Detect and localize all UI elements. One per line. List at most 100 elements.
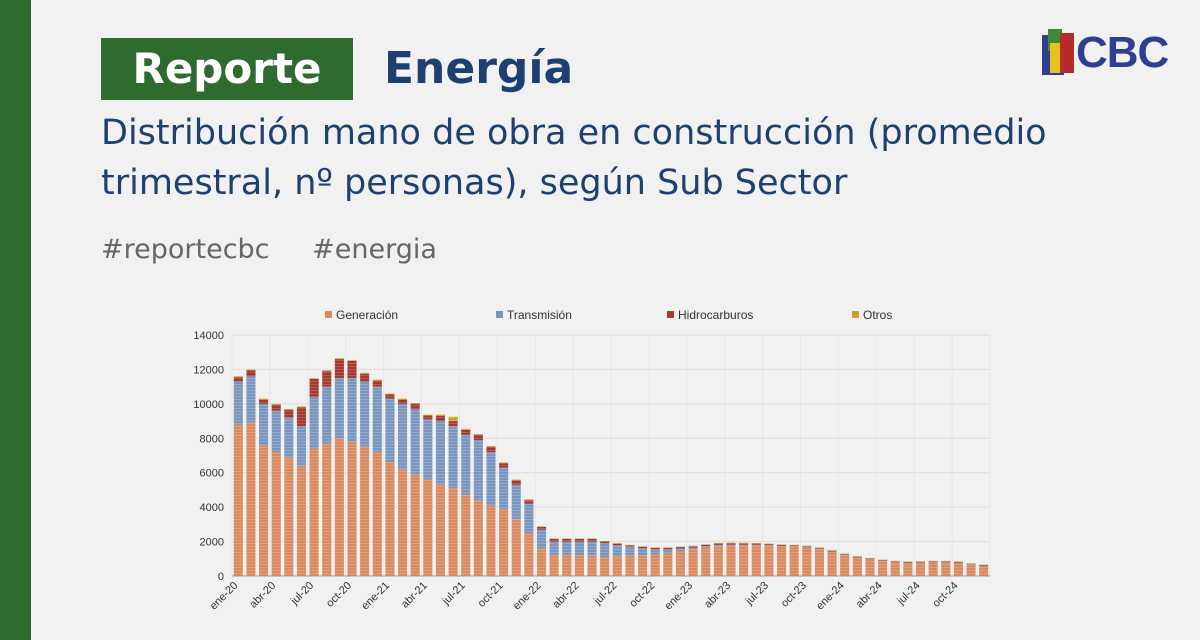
bar-texture	[802, 545, 812, 576]
bar-texture	[625, 544, 635, 576]
bar-texture	[296, 406, 307, 576]
logo-block-red	[1060, 33, 1074, 73]
bar-texture	[663, 547, 673, 576]
x-tick-label: abr-22	[551, 580, 582, 611]
x-tick-label: abr-21	[399, 580, 430, 611]
bar-texture	[499, 462, 509, 576]
cbc-logo-icon	[1042, 29, 1074, 75]
x-tick-label: jul-20	[288, 580, 316, 608]
bar-texture	[953, 561, 963, 576]
hashtag-energia[interactable]: #energia	[312, 234, 437, 265]
bar-texture	[473, 433, 483, 576]
y-tick-label: 0	[218, 571, 224, 583]
y-tick-label: 12000	[193, 364, 224, 376]
x-tick-label: oct-24	[930, 580, 960, 610]
bar-texture	[435, 414, 445, 576]
y-tick-label: 2000	[200, 537, 224, 549]
bar-texture	[764, 543, 774, 576]
y-tick-label: 14000	[193, 330, 224, 342]
y-tick-label: 10000	[193, 399, 224, 411]
bar-texture	[726, 542, 736, 576]
x-tick-label: oct-21	[476, 580, 506, 610]
bar-texture	[928, 560, 938, 576]
x-tick-label: jul-22	[591, 580, 619, 608]
bar-texture	[827, 550, 837, 576]
bar-texture	[536, 526, 547, 576]
legend-swatch-generacion	[325, 311, 332, 318]
bar-texture	[701, 544, 711, 576]
bar-texture	[840, 553, 850, 576]
bar-texture	[612, 543, 622, 576]
logo-text: CBC	[1076, 28, 1169, 77]
bar-texture	[878, 559, 888, 576]
page-subtitle: Distribución mano de obra en construcció…	[101, 113, 1047, 203]
bar-texture	[448, 416, 458, 576]
legend-label-hidrocarburos: Hidrocarburos	[678, 308, 753, 322]
bar-texture	[347, 359, 357, 576]
bar-texture	[271, 403, 281, 576]
bar-texture	[284, 409, 294, 576]
bar-texture	[410, 402, 420, 576]
bar-texture	[751, 542, 761, 576]
bar-texture	[549, 538, 559, 576]
bar-texture	[941, 560, 951, 576]
report-badge: Reporte	[101, 38, 353, 100]
bar-texture	[739, 542, 749, 576]
bar-texture	[865, 557, 875, 576]
x-tick-label: oct-22	[627, 580, 657, 610]
hashtag-reportecbc[interactable]: #reportecbc	[101, 234, 270, 265]
bar-texture	[979, 564, 989, 576]
y-tick-label: 6000	[200, 468, 224, 480]
legend-label-otros: Otros	[863, 308, 892, 322]
bar-texture	[562, 538, 572, 576]
hashtag-list: #reportecbc #energia	[101, 234, 471, 265]
bar-texture	[777, 544, 787, 576]
bar-texture	[385, 393, 395, 576]
x-tick-label: ene-22	[511, 580, 544, 613]
bar-texture	[259, 398, 269, 576]
x-tick-label: ene-21	[359, 580, 392, 613]
bar-texture	[322, 370, 332, 576]
section-title: Energía	[384, 43, 574, 94]
bar-texture	[461, 428, 471, 576]
bar-texture	[372, 379, 382, 576]
x-tick-label: abr-23	[702, 580, 733, 611]
x-tick-label: oct-23	[779, 580, 809, 610]
bar-texture	[309, 378, 319, 576]
bar-texture	[650, 547, 660, 576]
x-tick-label: ene-20	[208, 580, 241, 613]
bar-texture	[903, 561, 913, 576]
bar-texture	[360, 372, 370, 576]
x-tick-label: jul-21	[440, 580, 468, 608]
x-tick-label: ene-24	[814, 580, 847, 613]
bar-texture	[398, 398, 408, 576]
bar-texture	[915, 561, 926, 576]
bar-texture	[334, 358, 344, 576]
bar-texture	[423, 414, 433, 576]
bar-texture	[486, 446, 496, 576]
bar-texture	[233, 376, 243, 576]
legend-swatch-otros	[852, 311, 859, 318]
legend-label-transmision: Transmisión	[507, 308, 572, 322]
legend-label-generacion: Generación	[336, 308, 398, 322]
x-tick-label: abr-20	[247, 580, 278, 611]
x-tick-label: oct-20	[324, 580, 354, 610]
side-accent-bar	[0, 0, 31, 640]
bar-texture	[511, 479, 521, 576]
bar-texture	[675, 546, 686, 576]
y-tick-label: 4000	[200, 502, 224, 514]
x-tick-label: jul-24	[894, 580, 922, 608]
bar-texture	[966, 563, 976, 576]
y-tick-label: 8000	[200, 433, 224, 445]
bar-texture	[587, 538, 597, 576]
bar-texture	[688, 545, 698, 576]
bar-texture	[852, 556, 862, 576]
x-tick-label: ene-23	[663, 580, 696, 613]
bar-texture	[246, 369, 256, 576]
bar-texture	[574, 538, 584, 576]
bar-texture	[524, 499, 534, 576]
x-tick-label: abr-24	[854, 580, 885, 611]
bar-texture	[713, 542, 723, 576]
bar-texture	[789, 544, 799, 576]
